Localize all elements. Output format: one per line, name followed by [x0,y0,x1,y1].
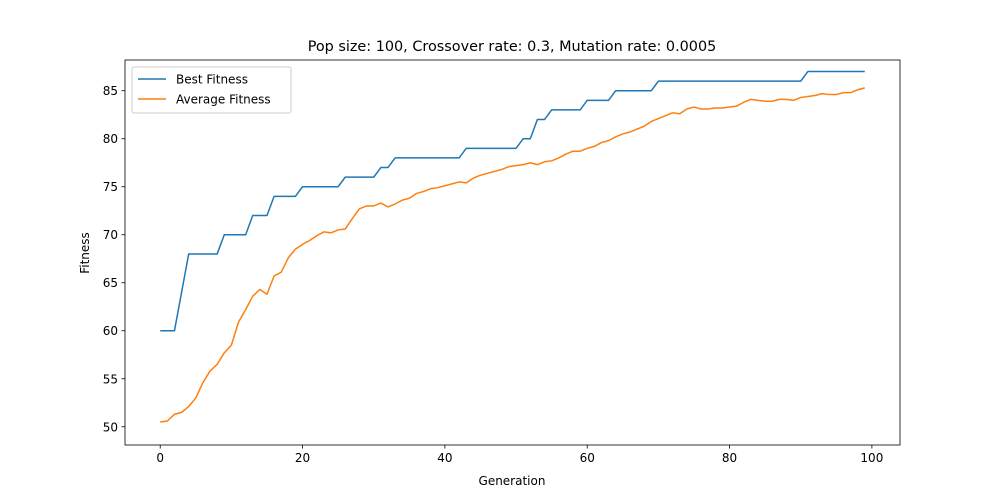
plot-frame [124,59,901,446]
y-tick-label: 60 [103,324,118,338]
y-tick-label: 75 [103,180,118,194]
chart-title: Pop size: 100, Crossover rate: 0.3, Muta… [308,39,717,55]
legend-box [131,66,292,114]
series-line-0 [160,70,865,332]
y-tick-label: 65 [103,276,118,290]
x-tick-label: 20 [295,451,310,465]
x-tick-label: 40 [437,451,452,465]
legend-label-1: Average Fitness [176,93,271,107]
y-tick-label: 55 [103,372,118,386]
y-axis-label: Fitness [78,232,92,274]
y-tick-label: 50 [103,420,118,434]
x-axis-label: Generation [479,474,546,488]
y-tick-label: 80 [103,132,118,146]
y-tick-label: 85 [103,84,118,98]
legend-label-0: Best Fitness [176,73,248,87]
x-tick-label: 60 [580,451,595,465]
x-tick-label: 80 [722,451,737,465]
y-tick-label: 70 [103,228,118,242]
x-tick-label: 0 [156,451,164,465]
series-line-1 [160,87,865,423]
legend: Best Fitness Average Fitness [131,66,292,114]
x-tick-label: 100 [860,451,883,465]
